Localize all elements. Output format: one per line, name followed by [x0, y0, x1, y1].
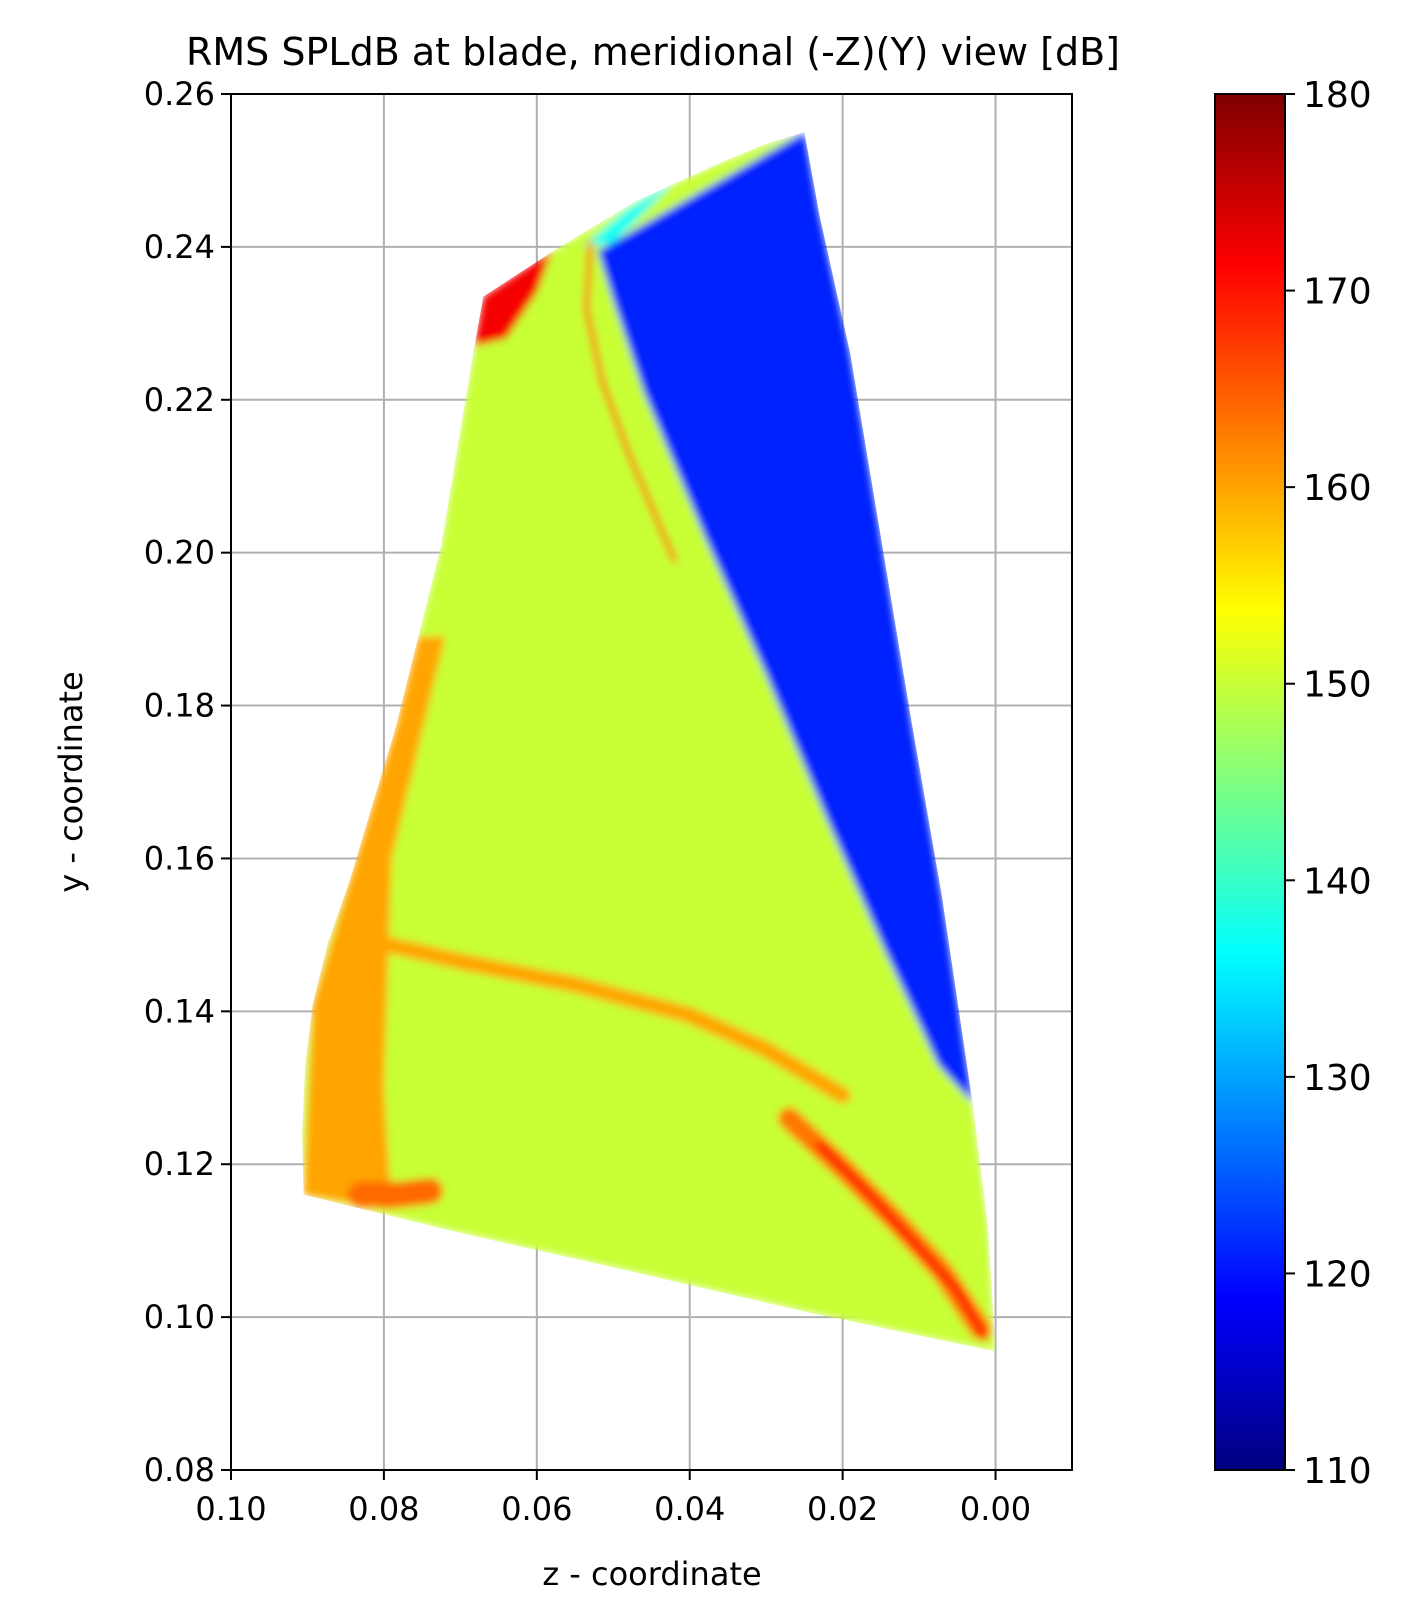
y-tick-label: 0.10 [144, 1298, 215, 1336]
field-region [474, 250, 553, 347]
y-tick-label: 0.22 [144, 381, 215, 419]
field-band [348, 1178, 443, 1208]
y-tick-label: 0.26 [144, 75, 215, 113]
y-tick-label: 0.20 [144, 534, 215, 572]
x-axis: 0.10 0.08 0.06 0.04 0.02 0.00 [195, 1470, 1031, 1528]
colorbar-tick-label: 140 [1303, 861, 1372, 902]
y-axis: 0.08 0.10 0.12 0.14 0.16 0.18 0.20 0.22 0.24 0.26 [144, 75, 231, 1489]
x-tick-label: 0.06 [501, 1490, 572, 1528]
x-tick-label: 0.00 [960, 1490, 1031, 1528]
colorbar-tick-label: 150 [1303, 665, 1372, 706]
x-tick-label: 0.02 [807, 1490, 878, 1528]
y-tick-label: 0.12 [144, 1145, 215, 1183]
colorbar-ticks: 110 120 130 140 150 160 170 180 [1285, 75, 1372, 1492]
field-band [584, 240, 677, 563]
x-axis-label: z - coordinate [542, 1555, 761, 1593]
field-region [598, 132, 973, 1104]
field-region [303, 636, 446, 1211]
plot-area [230, 93, 1072, 1471]
chart-title: RMS SPLdB at blade, meridional (-Z)(Y) v… [186, 30, 1120, 74]
colorbar-tick-label: 110 [1303, 1451, 1372, 1492]
colorbar-tick-label: 130 [1303, 1058, 1372, 1099]
x-tick-label: 0.10 [195, 1490, 266, 1528]
colorbar-tick-label: 120 [1303, 1254, 1372, 1295]
blade-field [302, 132, 996, 1352]
y-tick-label: 0.24 [144, 228, 215, 266]
y-tick-label: 0.14 [144, 992, 215, 1030]
y-axis-label: y - coordinate [52, 671, 90, 893]
plot-frame [230, 93, 1073, 1471]
colorbar-tick-label: 160 [1303, 468, 1372, 509]
y-tick-label: 0.16 [144, 839, 215, 877]
x-tick-label: 0.04 [654, 1490, 725, 1528]
field-band [815, 1140, 989, 1341]
colorbar [1214, 93, 1286, 1471]
y-tick-label: 0.08 [144, 1451, 215, 1489]
x-tick-label: 0.08 [348, 1490, 419, 1528]
colorbar-tick-label: 180 [1303, 75, 1372, 116]
colorbar-tick-label: 170 [1303, 272, 1372, 313]
field-region [582, 181, 675, 247]
y-tick-label: 0.18 [144, 687, 215, 725]
field-band [337, 926, 851, 1104]
